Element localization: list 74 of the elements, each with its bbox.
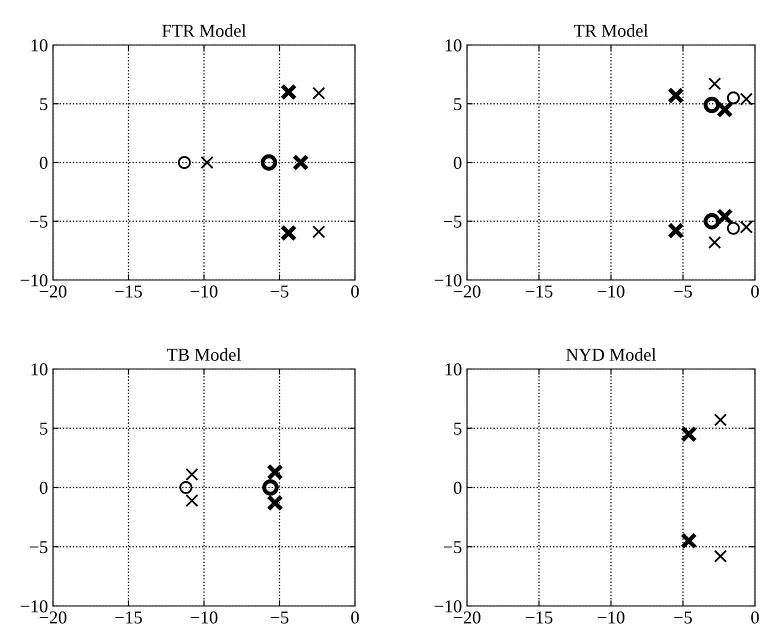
point <box>716 208 734 225</box>
point <box>312 86 326 100</box>
y-tick-label: 0 <box>40 482 48 494</box>
y-tick-label: 10 <box>446 363 462 376</box>
y-tick-label: 10 <box>446 39 462 52</box>
point <box>714 413 727 426</box>
point <box>179 481 192 494</box>
point <box>716 101 734 118</box>
point <box>266 464 284 480</box>
point <box>178 156 191 169</box>
x-tick-label: −10 <box>190 285 218 298</box>
x-tick-label: −5 <box>674 612 692 624</box>
x-tick-label: −20 <box>454 611 480 624</box>
point <box>704 96 720 114</box>
x-tick-label: −5 <box>270 612 288 624</box>
x-tick-label: 0 <box>351 611 359 624</box>
point <box>262 479 279 496</box>
x-tick-label: −20 <box>40 611 66 624</box>
x-tick-label: −5 <box>270 286 288 298</box>
point <box>726 91 740 104</box>
point <box>185 494 198 507</box>
chart-title: TR Model <box>574 24 648 37</box>
point <box>200 156 214 169</box>
point <box>714 550 727 563</box>
x-tick-label: 0 <box>351 285 359 298</box>
x-tick-label: −15 <box>526 285 552 298</box>
chart-title: NYD Model <box>566 348 656 361</box>
chart-title: TB Model <box>166 348 241 361</box>
point <box>740 220 753 234</box>
y-tick-label: 0 <box>40 156 48 169</box>
y-tick-label: 0 <box>454 482 462 494</box>
x-tick-label: −20 <box>40 285 66 298</box>
x-tick-label: −10 <box>598 611 624 624</box>
point <box>680 532 698 550</box>
point <box>260 154 278 171</box>
x-tick-label: −15 <box>526 611 552 624</box>
y-tick-label: 5 <box>454 422 462 435</box>
y-tick-label: 5 <box>40 422 48 435</box>
point <box>280 224 297 242</box>
y-tick-label: 0 <box>454 156 462 169</box>
y-tick-label: −5 <box>30 216 48 228</box>
x-tick-label: −5 <box>674 286 692 298</box>
x-tick-label: −10 <box>598 285 624 298</box>
y-tick-label: −5 <box>444 541 462 554</box>
y-tick-label: −5 <box>444 216 462 228</box>
x-tick-label: −15 <box>115 611 142 624</box>
point <box>680 426 698 443</box>
point <box>312 225 326 238</box>
x-tick-label: −10 <box>190 611 218 624</box>
y-tick-label: −10 <box>20 600 48 612</box>
chart-title: FTR Model <box>162 24 246 37</box>
point <box>740 92 753 106</box>
point <box>280 84 297 100</box>
point <box>667 222 684 239</box>
point <box>266 494 284 512</box>
x-tick-label: −20 <box>454 285 480 298</box>
y-tick-label: −10 <box>434 600 462 612</box>
point <box>667 87 684 104</box>
y-tick-label: 5 <box>40 98 48 110</box>
point <box>708 77 722 90</box>
y-tick-label: −10 <box>434 274 462 286</box>
y-tick-label: −10 <box>20 274 48 286</box>
y-tick-label: 10 <box>32 363 48 376</box>
x-tick-label: 0 <box>751 285 759 298</box>
point <box>708 236 722 249</box>
y-tick-label: 10 <box>32 39 48 52</box>
y-tick-label: 5 <box>454 98 462 110</box>
point <box>726 222 740 235</box>
point <box>704 213 720 230</box>
x-tick-label: 0 <box>751 611 759 624</box>
point <box>292 154 309 171</box>
point <box>185 468 198 481</box>
y-tick-label: −5 <box>30 541 48 554</box>
x-tick-label: −15 <box>115 285 142 298</box>
